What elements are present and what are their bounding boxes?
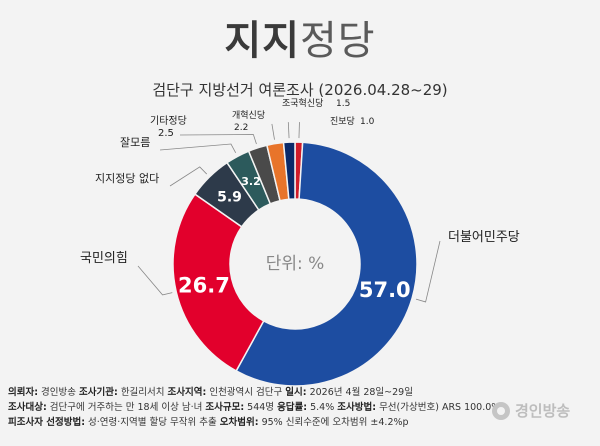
title-bold-part: 지지: [224, 18, 300, 64]
footer-label: 조사지역:: [167, 387, 207, 398]
footer-value: 2026년 4월 28일~29일: [306, 387, 413, 398]
slice-value-label: 1.5: [336, 99, 350, 109]
footer-label: 의뢰자:: [8, 387, 39, 398]
footer-value: 95% 신뢰수준에 오차범위 ±4.2%p: [258, 417, 409, 428]
slice-value-label: 2.2: [234, 123, 248, 133]
footer-value: 인천광역시 검단구: [206, 387, 286, 398]
logo-icon: [492, 401, 510, 420]
broadcaster-logo: 경인방송: [492, 400, 570, 421]
leader-line: [287, 122, 290, 139]
slice-name-label: 진보당: [330, 116, 355, 127]
footer-value: 경인방송: [38, 387, 80, 398]
leader-line: [298, 122, 300, 139]
slice-name-label: 조국혁신당: [282, 98, 323, 109]
leader-line: [159, 143, 237, 154]
leader-line: [271, 123, 275, 140]
leader-line: [137, 265, 173, 296]
footer-label: 일시:: [285, 387, 307, 398]
title-light-part: 정당: [300, 18, 376, 64]
slice-name-label: 더불어민주당: [448, 230, 520, 245]
slice-name-label: 지지정당 없다: [95, 172, 159, 185]
footer-value: 성·연령·지역별 할당 무작위 추출: [85, 417, 220, 428]
slice-name-label: 기타정당: [150, 115, 187, 127]
slice-value-label: 5.9: [217, 189, 242, 205]
footer-value: 검단구에 거주하는 만 18세 이상 남·녀: [46, 402, 206, 413]
footer-label: 피조사자 선정방법:: [8, 417, 86, 428]
chart-title: 지지정당: [0, 8, 600, 66]
footer-line: 조사대상: 검단구에 거주하는 만 18세 이상 남·녀 조사규모: 544명 …: [8, 400, 500, 415]
footer-label: 조사방법:: [337, 402, 377, 413]
slice-value-label: 1.0: [360, 117, 375, 127]
footer-label: 조사기관:: [79, 387, 118, 398]
footer-value: 544명: [244, 402, 278, 413]
leader-line: [415, 240, 441, 303]
logo-text: 경인방송: [515, 402, 571, 420]
leader-line: [169, 166, 208, 187]
footer-label: 오차범위:: [219, 417, 259, 428]
footer-line: 의뢰자: 경인방송 조사기관: 한길리서치 조사지역: 인천광역시 검단구 일시…: [8, 385, 478, 400]
footer-label: 조사규모:: [205, 402, 245, 413]
slice-name-label: 개혁신당: [232, 110, 265, 121]
survey-footer: 의뢰자: 경인방송 조사기관: 한길리서치 조사지역: 인천광역시 검단구 일시…: [8, 385, 500, 430]
slice-value-label: 3.2: [241, 175, 261, 188]
leader-line: [179, 134, 257, 145]
chart-subtitle: 검단구 지방선거 여론조사 (2026.04.28~29): [152, 81, 448, 99]
slice-name-label: 국민의힘: [80, 251, 128, 266]
center-unit-label: 단위: %: [266, 254, 325, 274]
footer-label: 조사대상:: [8, 402, 47, 413]
footer-value: 한길리서치: [117, 387, 168, 398]
footer-value: 5.4%: [307, 402, 338, 413]
slice-value-label: 26.7: [178, 273, 230, 297]
donut-slice: [235, 141, 418, 387]
slice-value-label: 2.5: [158, 128, 174, 139]
footer-value: 무선(가상번호) ARS 100.0%: [376, 402, 501, 413]
slice-name-label: 잘모름: [120, 136, 150, 149]
donut-slice: [282, 141, 296, 201]
footer-line: 피조사자 선정방법: 성·연령·지역별 할당 무작위 추출 오차범위: 95% …: [8, 415, 478, 430]
footer-label: 응답률:: [277, 402, 308, 413]
donut-slice: [172, 193, 265, 372]
slice-value-label: 57.0: [359, 278, 411, 302]
